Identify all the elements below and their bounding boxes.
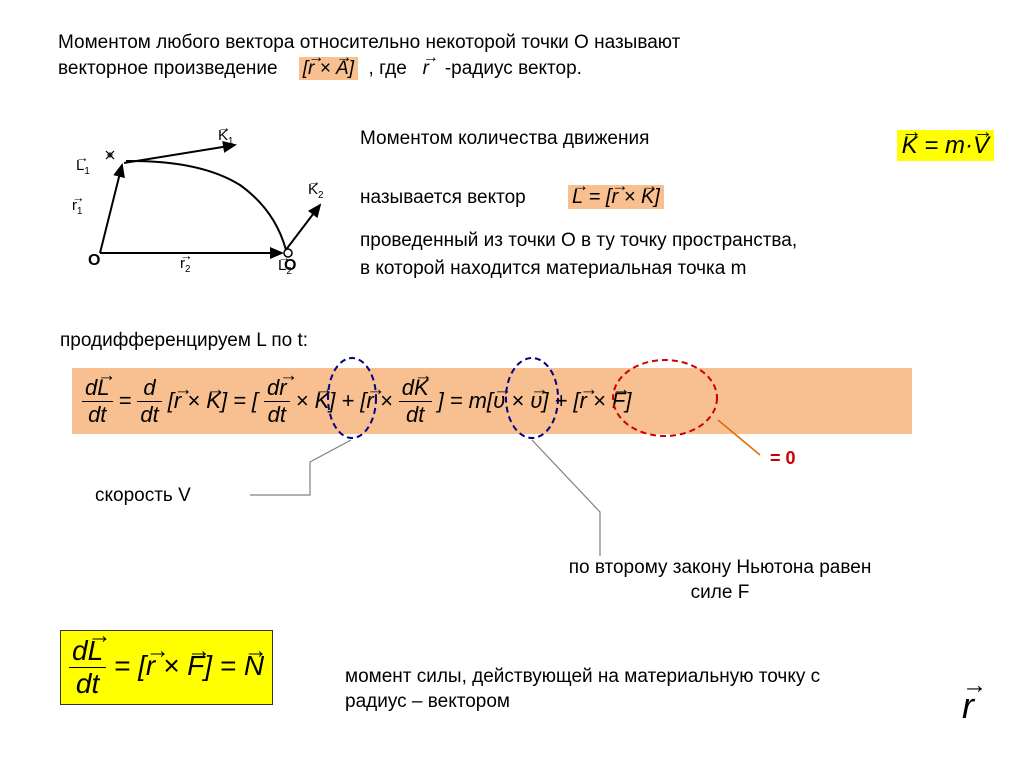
newton-annotation: по второму закону Ньютона равен силе F xyxy=(560,556,880,605)
zero-annotation: = 0 xyxy=(770,448,796,469)
big-r-vector: r→ xyxy=(962,685,974,727)
result-text: момент силы, действующей на материальную… xyxy=(345,665,845,714)
velocity-annotation: скорость V xyxy=(95,485,191,507)
result-formula: dL→dt = [r→ × F→] = N→ xyxy=(60,630,273,705)
